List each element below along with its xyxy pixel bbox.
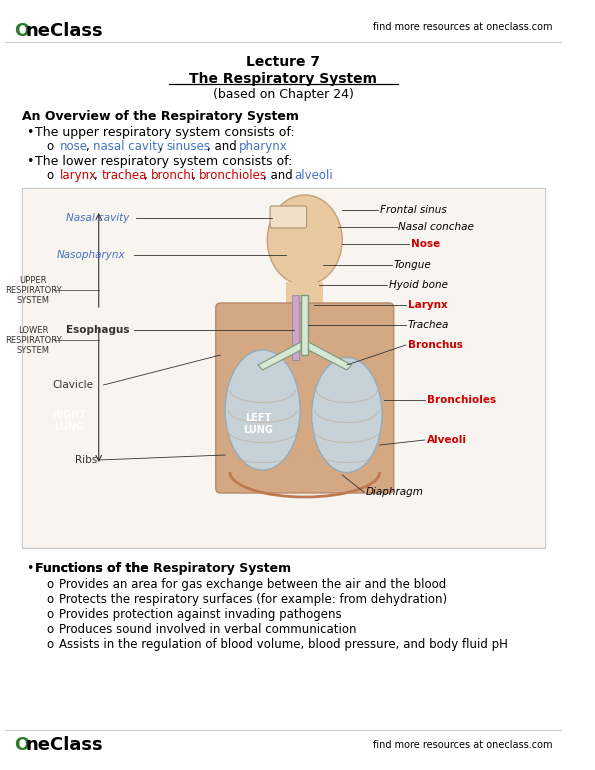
Text: ,: , — [159, 140, 167, 153]
Text: SYSTEM: SYSTEM — [17, 296, 49, 304]
Ellipse shape — [312, 357, 382, 473]
Text: ,: , — [94, 169, 102, 182]
Text: o: o — [46, 578, 54, 591]
Text: bronchi: bronchi — [151, 169, 195, 182]
Text: ,: , — [86, 140, 93, 153]
Text: o: o — [46, 169, 54, 182]
FancyBboxPatch shape — [286, 282, 324, 312]
Text: Alveoli: Alveoli — [427, 435, 466, 445]
Text: An Overview of the Respiratory System: An Overview of the Respiratory System — [22, 110, 299, 123]
Text: UPPER: UPPER — [20, 276, 47, 284]
Text: o: o — [46, 593, 54, 606]
Text: Frontal sinus: Frontal sinus — [380, 205, 446, 215]
Text: ,: , — [192, 169, 199, 182]
Text: LOWER: LOWER — [18, 326, 48, 334]
Text: larynx: larynx — [60, 169, 96, 182]
Text: o: o — [46, 623, 54, 636]
Text: neClass: neClass — [26, 22, 104, 40]
Text: LUNG: LUNG — [243, 425, 273, 435]
FancyBboxPatch shape — [292, 295, 299, 360]
FancyBboxPatch shape — [270, 206, 306, 228]
Text: The lower respiratory system consists of:: The lower respiratory system consists of… — [35, 155, 292, 168]
Text: , and: , and — [207, 140, 241, 153]
Text: Diaphragm: Diaphragm — [366, 487, 424, 497]
Text: LUNG: LUNG — [54, 422, 84, 432]
Text: Larynx: Larynx — [408, 300, 447, 310]
Text: RIGHT: RIGHT — [52, 410, 86, 420]
Ellipse shape — [267, 195, 342, 285]
Text: ,: , — [143, 169, 151, 182]
Text: Provides an area for gas exchange between the air and the blood: Provides an area for gas exchange betwee… — [60, 578, 447, 591]
Text: o: o — [46, 140, 54, 153]
Text: sinuses: sinuses — [166, 140, 210, 153]
Text: SYSTEM: SYSTEM — [17, 346, 49, 354]
Text: alveoli: alveoli — [294, 169, 333, 182]
Text: Esophagus: Esophagus — [66, 325, 130, 335]
Text: •: • — [26, 126, 33, 139]
Text: Protects the respiratory surfaces (for example: from dehydration): Protects the respiratory surfaces (for e… — [60, 593, 447, 606]
Text: The Respiratory System: The Respiratory System — [189, 72, 377, 86]
Text: nasal cavity: nasal cavity — [93, 140, 164, 153]
Text: O: O — [14, 736, 30, 754]
Text: Trachea: Trachea — [408, 320, 449, 330]
Text: Nasal cavity: Nasal cavity — [66, 213, 129, 223]
Polygon shape — [301, 295, 308, 355]
Text: Produces sound involved in verbal communication: Produces sound involved in verbal commun… — [60, 623, 357, 636]
Text: Nasal conchae: Nasal conchae — [399, 222, 474, 232]
Text: find more resources at oneclass.com: find more resources at oneclass.com — [374, 740, 553, 750]
Text: Lecture 7: Lecture 7 — [246, 55, 320, 69]
Text: RESPIRATORY: RESPIRATORY — [5, 336, 61, 344]
Polygon shape — [308, 342, 352, 370]
Ellipse shape — [225, 350, 300, 470]
Text: trachea: trachea — [101, 169, 146, 182]
Text: neClass: neClass — [26, 736, 104, 754]
Text: LEFT: LEFT — [245, 413, 271, 423]
Text: o: o — [46, 638, 54, 651]
Text: Clavicle: Clavicle — [52, 380, 93, 390]
Text: Functions of the: Functions of the — [35, 562, 153, 575]
Text: Nose: Nose — [411, 239, 440, 249]
Text: Hyoid bone: Hyoid bone — [389, 280, 448, 290]
Text: RESPIRATORY: RESPIRATORY — [5, 286, 61, 294]
Text: Provides protection against invading pathogens: Provides protection against invading pat… — [60, 608, 342, 621]
Text: pharynx: pharynx — [239, 140, 287, 153]
Text: Bronchus: Bronchus — [408, 340, 463, 350]
Text: Functions of the Respiratory System: Functions of the Respiratory System — [35, 562, 291, 575]
Text: The upper respiratory system consists of:: The upper respiratory system consists of… — [35, 126, 295, 139]
Text: Assists in the regulation of blood volume, blood pressure, and body fluid pH: Assists in the regulation of blood volum… — [60, 638, 508, 651]
Text: nose: nose — [60, 140, 87, 153]
Text: Nasopharynx: Nasopharynx — [57, 250, 125, 260]
Text: •: • — [26, 155, 33, 168]
Text: •: • — [26, 562, 33, 575]
Text: find more resources at oneclass.com: find more resources at oneclass.com — [374, 22, 553, 32]
Text: o: o — [46, 608, 54, 621]
FancyBboxPatch shape — [23, 189, 544, 547]
Text: O: O — [14, 22, 30, 40]
Text: Bronchioles: Bronchioles — [427, 395, 496, 405]
Text: Tongue: Tongue — [394, 260, 431, 270]
Text: bronchioles: bronchioles — [199, 169, 267, 182]
Text: (based on Chapter 24): (based on Chapter 24) — [213, 88, 353, 101]
Polygon shape — [258, 342, 301, 370]
FancyBboxPatch shape — [22, 188, 546, 548]
Text: , and: , and — [263, 169, 296, 182]
Text: Ribs: Ribs — [76, 455, 98, 465]
FancyBboxPatch shape — [216, 303, 394, 493]
